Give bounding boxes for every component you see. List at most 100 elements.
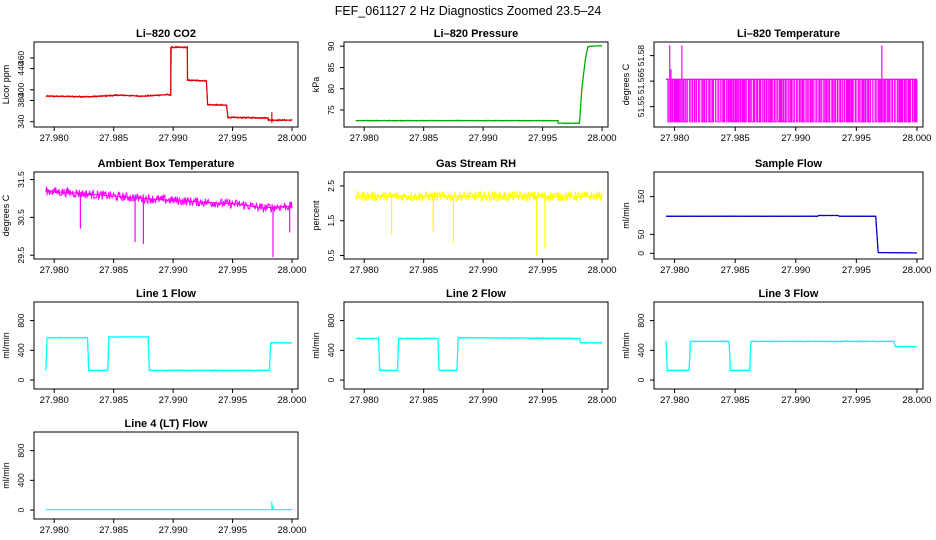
y-axis-label: degrees C — [621, 63, 631, 105]
x-tick-label: 27.995 — [218, 525, 247, 536]
x-tick-label: 27.985 — [721, 133, 750, 144]
chart-panel: Line 4 (LT) Flow ml/min 27.980 27.985 27.990… — [1, 418, 307, 536]
chart-title: Line 4 (LT) Flow — [125, 418, 208, 430]
y-tick-label: 30.5 — [16, 209, 26, 226]
x-tick-label: 27.990 — [469, 133, 498, 144]
y-tick-label: 85 — [326, 63, 336, 73]
x-tick-label: 27.990 — [781, 133, 810, 144]
chart-panels: Li–820 CO2 Licor ppm 27.980 27.985 27.990 27.… — [1, 28, 931, 536]
x-tick-label: 27.990 — [469, 265, 498, 276]
x-tick-label: 27.995 — [218, 395, 247, 406]
x-tick-label: 27.980 — [350, 133, 379, 144]
y-tick-label: 380 — [16, 93, 26, 107]
plot-frame — [343, 41, 609, 128]
y-axis-label: ml/min — [311, 332, 321, 359]
plot-frame — [33, 301, 299, 390]
x-tick-label: 28.000 — [588, 133, 617, 144]
x-tick-label: 27.985 — [409, 133, 438, 144]
x-tick-label: 28.000 — [588, 265, 617, 276]
x-tick-label: 27.980 — [350, 265, 379, 276]
x-tick-label: 27.990 — [159, 265, 188, 276]
y-tick-label: 90 — [326, 41, 336, 51]
y-axis-label: ml/min — [621, 202, 631, 229]
x-tick-label: 27.980 — [40, 265, 69, 276]
y-tick-label: 800 — [16, 443, 26, 457]
x-tick-label: 27.990 — [159, 133, 188, 144]
chart-title: Li–820 CO2 — [136, 28, 196, 40]
plot-frame — [33, 431, 299, 520]
y-tick-label: 31.5 — [16, 171, 26, 188]
y-axis-label: ml/min — [621, 332, 631, 359]
x-tick-label: 27.985 — [99, 133, 128, 144]
series-trace — [355, 189, 603, 203]
series-line — [45, 336, 293, 372]
plot-frame — [343, 171, 609, 260]
y-tick-label: 51.58 — [636, 45, 646, 67]
series-toggle-trace — [666, 78, 918, 123]
plot-frame — [33, 171, 299, 260]
series-line — [355, 45, 603, 124]
x-tick-label: 27.990 — [781, 265, 810, 276]
x-tick-label: 27.985 — [721, 395, 750, 406]
y-tick-label: 75 — [326, 105, 336, 115]
series-line — [666, 214, 917, 254]
series-trace — [665, 214, 918, 254]
chart-title: Sample Flow — [755, 158, 823, 170]
x-tick-label: 27.980 — [40, 525, 69, 536]
x-tick-label: 28.000 — [278, 525, 307, 536]
y-tick-label: 340 — [16, 114, 26, 128]
y-tick-label: 0 — [636, 251, 646, 256]
y-axis-label: Licor ppm — [1, 65, 11, 105]
y-tick-label: 440 — [16, 61, 26, 75]
chart-panel: Line 3 Flow ml/min 27.980 27.985 27.990 27.99… — [621, 288, 931, 406]
y-axis-label: ml/min — [1, 462, 11, 489]
x-tick-label: 27.990 — [781, 395, 810, 406]
x-tick-label: 27.990 — [469, 395, 498, 406]
x-tick-label: 28.000 — [902, 265, 931, 276]
chart-panel: Ambient Box Temperature degrees C 27.980 27… — [1, 158, 307, 276]
series-trace — [45, 186, 293, 213]
x-tick-label: 27.990 — [159, 395, 188, 406]
plot-frame — [653, 41, 924, 128]
x-tick-label: 28.000 — [902, 395, 931, 406]
x-tick-label: 27.995 — [528, 265, 557, 276]
series-trace — [665, 340, 918, 372]
x-tick-label: 27.980 — [660, 395, 689, 406]
y-tick-label: 400 — [636, 343, 646, 357]
x-tick-label: 27.995 — [842, 395, 871, 406]
y-tick-label: 400 — [326, 343, 336, 357]
chart-panel: Li–820 CO2 Licor ppm 27.980 27.985 27.990 27.… — [1, 28, 307, 144]
x-tick-label: 28.000 — [588, 395, 617, 406]
series-trace — [45, 45, 293, 122]
chart-panel: Gas Stream RH percent 27.980 27.985 27.990 27… — [311, 158, 617, 276]
y-tick-label: 400 — [16, 473, 26, 487]
series-line — [45, 46, 293, 121]
figure-title: FEF_061127 2 Hz Diagnostics Zoomed 23.5–… — [335, 4, 602, 18]
x-tick-label: 28.000 — [278, 265, 307, 276]
series-line — [665, 340, 917, 372]
y-tick-label: 400 — [16, 343, 26, 357]
chart-title: Line 1 Flow — [136, 288, 196, 300]
chart-panel: Li–820 Temperature degrees C 27.980 27.985 2… — [621, 28, 931, 144]
plot-frame — [653, 171, 924, 260]
x-tick-label: 27.995 — [528, 133, 557, 144]
x-tick-label: 27.980 — [40, 133, 69, 144]
y-tick-label: 150 — [636, 189, 646, 203]
x-tick-label: 27.980 — [660, 133, 689, 144]
y-axis-label: degrees C — [1, 194, 11, 236]
x-tick-label: 27.995 — [842, 265, 871, 276]
x-tick-label: 27.985 — [409, 395, 438, 406]
y-tick-label: 0 — [636, 377, 646, 382]
x-tick-label: 27.980 — [350, 395, 379, 406]
chart-title: Li–820 Pressure — [434, 28, 518, 40]
x-tick-label: 27.980 — [40, 395, 69, 406]
chart-title: Li–820 Temperature — [737, 28, 840, 40]
y-axis-label: percent — [311, 200, 321, 231]
x-tick-label: 28.000 — [278, 395, 307, 406]
chart-title: Line 2 Flow — [446, 288, 506, 300]
x-tick-label: 27.995 — [218, 265, 247, 276]
x-tick-label: 28.000 — [278, 133, 307, 144]
y-tick-label: 0 — [326, 377, 336, 382]
chart-title: Ambient Box Temperature — [98, 158, 235, 170]
y-axis-label: ml/min — [1, 332, 11, 359]
